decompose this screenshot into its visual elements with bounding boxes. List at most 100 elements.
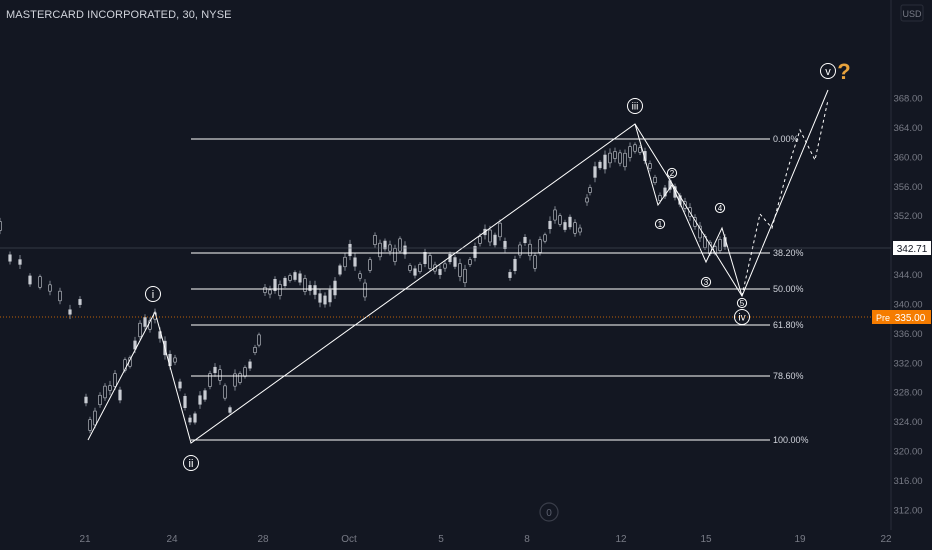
question-mark: ? — [837, 59, 850, 84]
candle-body — [538, 239, 542, 253]
candle-body — [363, 282, 367, 298]
wave-ii-label — [183, 455, 199, 471]
candle-body — [653, 176, 657, 184]
wave-iii-label-text: iii — [632, 102, 639, 113]
candle-body — [273, 279, 277, 291]
x-tick-label: 28 — [257, 534, 269, 545]
candle-body — [303, 278, 307, 292]
candle-body — [443, 263, 447, 269]
x-tick-label: Oct — [341, 534, 357, 545]
candle-body — [218, 369, 222, 381]
primary-wave-line[interactable] — [87, 89, 829, 444]
candle-body — [133, 340, 137, 350]
candle-body — [178, 381, 182, 389]
candle-body — [263, 287, 267, 293]
candle-body — [283, 277, 287, 287]
fib-retracement[interactable]: 0.00% 38.20% 50.00% 61.80% 78.60% 100.00% — [191, 134, 809, 445]
candle-body — [298, 273, 302, 283]
candle-body — [248, 361, 252, 369]
pre-price-value: 335.00 — [895, 313, 926, 324]
candle-body — [458, 263, 462, 277]
candle-body — [233, 373, 237, 387]
candle-body — [193, 413, 197, 423]
candle-body — [598, 161, 602, 169]
x-tick-label: 15 — [700, 534, 712, 545]
candle-body — [613, 151, 617, 159]
wave-iv-label-text: iv — [738, 313, 745, 324]
y-tick-label: 352.00 — [893, 211, 922, 222]
candle-body — [508, 272, 512, 278]
wave-5-label-text: 5 — [740, 299, 745, 308]
candle-body — [0, 221, 2, 231]
fib-label: 100.00% — [773, 435, 809, 445]
candle-body — [278, 284, 282, 296]
candle-body — [463, 268, 467, 284]
candle-body — [418, 264, 422, 272]
candle-body — [318, 293, 322, 303]
candle-body — [38, 276, 42, 288]
candle-body — [658, 195, 662, 201]
candle-body — [718, 239, 722, 251]
candle-body — [568, 216, 572, 228]
candle-body — [378, 242, 382, 258]
x-tick-label: 5 — [438, 534, 444, 545]
wave-iii-label — [627, 98, 643, 114]
x-tick-label: 8 — [524, 534, 530, 545]
candle-body — [223, 385, 227, 399]
candle-body — [58, 290, 62, 302]
projection-dashed-line[interactable] — [741, 99, 829, 297]
candle-body — [118, 389, 122, 401]
candle-body — [268, 289, 272, 295]
candle-body — [548, 220, 552, 230]
candle-body — [28, 275, 32, 285]
y-tick-label: 316.00 — [893, 476, 922, 487]
candle-body — [338, 265, 342, 275]
pre-price-tag — [872, 310, 931, 324]
candle-body — [398, 238, 402, 252]
wave-4-label-text: 4 — [718, 204, 723, 213]
candle-body — [383, 240, 387, 250]
currency-box[interactable] — [900, 4, 924, 22]
candle-body — [228, 407, 232, 413]
candle-body — [488, 229, 492, 243]
candle-body — [623, 152, 627, 168]
marker-circle[interactable] — [539, 502, 559, 522]
fib-label: 50.00% — [773, 284, 804, 294]
elliott-wave-lines[interactable] — [87, 89, 829, 444]
candle-body — [113, 373, 117, 387]
wave-v-label — [820, 63, 836, 79]
candle-body — [638, 147, 642, 153]
candle-body — [648, 163, 652, 169]
candle-body — [257, 334, 261, 346]
current-price-tag — [893, 241, 931, 255]
candle-body — [593, 166, 597, 178]
time-axis[interactable]: 21 24 28 Oct 5 8 12 15 19 22 — [79, 534, 892, 545]
fib-label: 0.00% — [773, 134, 799, 144]
candle-body — [468, 259, 472, 265]
candle-body — [578, 227, 582, 233]
candle-body — [493, 234, 497, 246]
price-axis[interactable]: 312.00 316.00 320.00 324.00 328.00 332.00 336.… — [893, 94, 922, 517]
x-tick-label: 21 — [79, 534, 91, 545]
candle-body — [103, 385, 107, 399]
candle-body — [428, 255, 432, 269]
y-tick-label: 368.00 — [893, 94, 922, 105]
candle-body — [413, 268, 417, 276]
candle-body — [48, 284, 52, 292]
candle-body — [308, 285, 312, 291]
candle-body — [188, 417, 192, 423]
minor-wave-line[interactable] — [634, 123, 743, 297]
candle-body — [293, 272, 297, 280]
candle-body — [663, 187, 667, 197]
wave-i-label-text: i — [152, 289, 154, 301]
wave-1-label — [654, 218, 666, 230]
candle-body — [358, 273, 362, 279]
candle-body — [98, 394, 102, 406]
candle-body — [453, 257, 457, 267]
candle-body — [93, 410, 97, 426]
candle-body — [328, 289, 332, 303]
y-tick-label: 340.00 — [893, 299, 922, 310]
y-tick-label: 324.00 — [893, 417, 922, 428]
candle-body — [238, 373, 242, 383]
